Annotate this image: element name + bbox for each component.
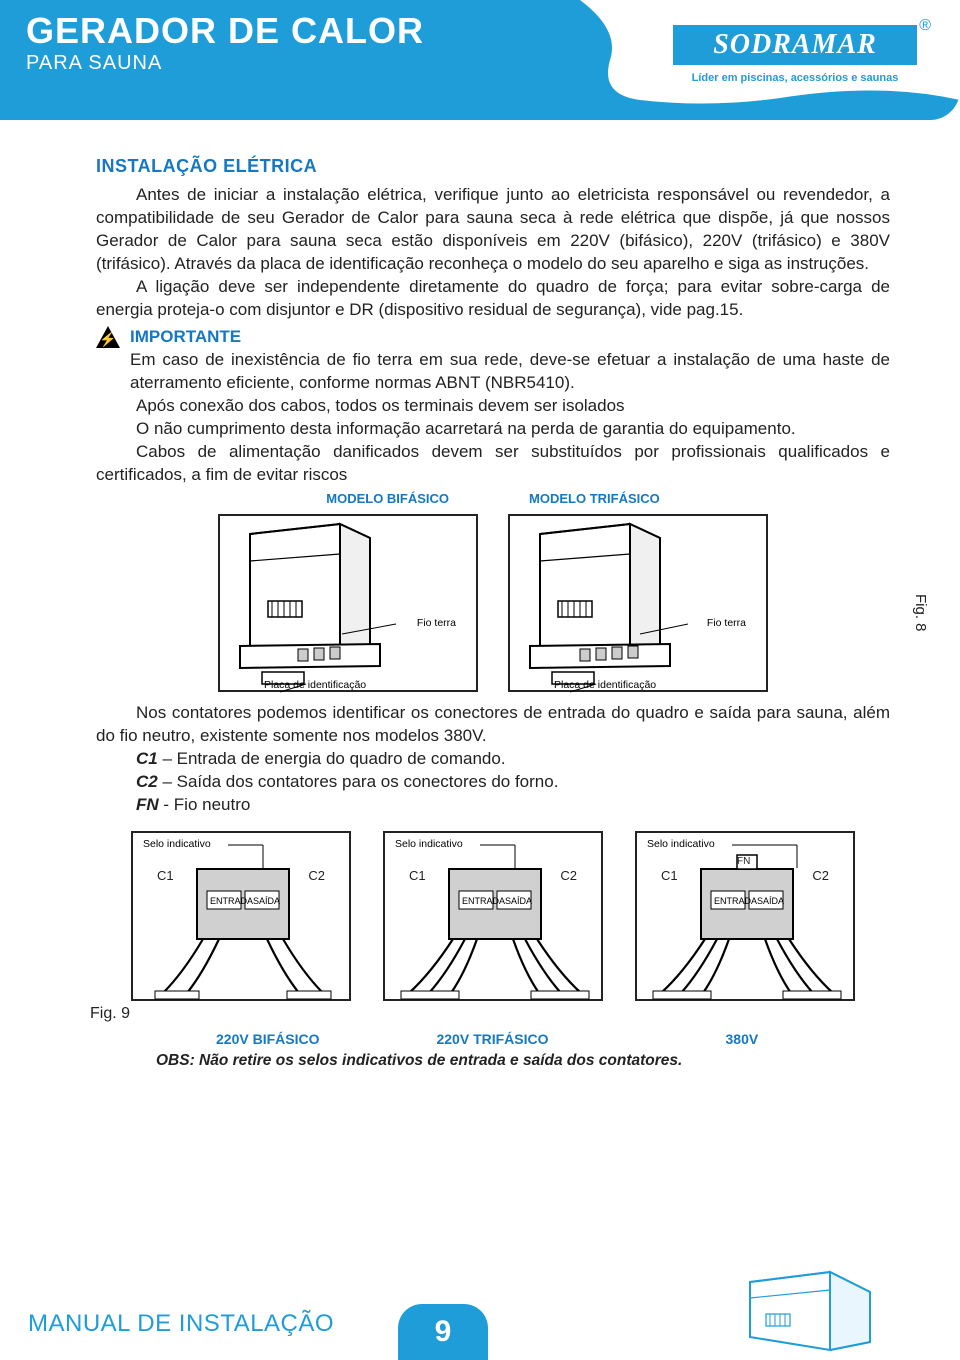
contactor-220-tri: Selo indicativo C1 C2 ENTRADA SAÍDA [383,831,603,1001]
c2-label-2: C2 [560,867,577,885]
line-cables: Cabos de alimentação danificados devem s… [96,441,890,487]
selo-label-2: Selo indicativo [395,837,463,851]
saida-label: SAÍDA [253,895,280,907]
footer-sauna-icon [720,1242,900,1352]
important-body: Em caso de inexistência de fio terra em … [130,350,890,392]
c1-label: C1 [157,867,174,885]
model-tri-label: MODELO TRIFÁSICO [529,490,660,508]
c1-label-3: C1 [661,867,678,885]
device-diagram-trifasico: Fio terra Placa de identificação [508,514,768,692]
entrada-label: ENTRADA [210,895,253,907]
brand-tagline: Líder em piscinas, acessórios e saunas [670,72,920,84]
section-title: INSTALAÇÃO ELÉTRICA [96,154,890,178]
brand-logo: SODRAMAR ® [670,22,920,68]
warning-icon: ⚡ [96,326,120,348]
c1-line: C1 – Entrada de energia do quadro de com… [136,748,890,771]
selo-label: Selo indicativo [143,837,211,851]
fn-label: FN [737,855,750,869]
saida-label-2: SAÍDA [505,895,532,907]
important-title: IMPORTANTE [130,327,241,346]
entrada-label-3: ENTRADA [714,895,757,907]
volt-220bi: 220V BIFÁSICO [216,1030,319,1049]
figure-8-row: Fio terra Placa de identificação Fio ter… [96,514,890,692]
entrada-label-2: ENTRADA [462,895,505,907]
device-diagram-bifasico: Fio terra Placa de identificação [218,514,478,692]
c1-label-2: C1 [409,867,426,885]
voltage-row: 220V BIFÁSICO 220V TRIFÁSICO 380V [216,1030,890,1049]
contactor-intro: Nos contatores podemos identificar os co… [96,702,890,748]
registered-icon: ® [919,17,931,35]
contactor-220-bi: Selo indicativo C1 C2 ENTRADA SAÍDA [131,831,351,1001]
contactor-row: Selo indicativo C1 C2 ENTRADA SAÍDA Selo… [96,831,890,1001]
fio-terra-label-2: Fio terra [707,616,746,630]
figure-titles: MODELO BIFÁSICO MODELO TRIFÁSICO [96,490,890,508]
brand-box: SODRAMAR ® Líder em piscinas, acessórios… [670,22,920,84]
c2-label: C2 [308,867,325,885]
placa-id-label-2: Placa de identificação [554,678,656,692]
important-block: ⚡ IMPORTANTE Em caso de inexistência de … [96,326,890,395]
placa-id-label: Placa de identificação [264,678,366,692]
fig9-caption: Fig. 9 [90,1003,890,1025]
line-warranty: O não cumprimento desta informação acarr… [96,418,890,441]
selo-label-3: Selo indicativo [647,837,715,851]
svg-text:⚡: ⚡ [99,331,116,348]
contactor-380: Selo indicativo C1 FN C2 ENTRADA SAÍDA [635,831,855,1001]
model-bi-label: MODELO BIFÁSICO [326,490,449,508]
content-body: INSTALAÇÃO ELÉTRICA Antes de iniciar a i… [0,120,960,1072]
volt-380: 380V [726,1030,759,1049]
page-footer: MANUAL DE INSTALAÇÃO 9 [0,1220,960,1360]
fig8-caption: Fig. 8 [910,594,930,632]
paragraph-2: A ligação deve ser independente diretame… [96,276,890,322]
obs-note: OBS: Não retire os selos indicativos de … [156,1051,890,1072]
page-number-tab: 9 [398,1304,488,1360]
saida-label-3: SAÍDA [757,895,784,907]
page-header: GERADOR DE CALOR PARA SAUNA SODRAMAR ® L… [0,0,960,120]
header-title: GERADOR DE CALOR [26,10,424,52]
c2-line: C2 – Saída dos contatores para os conect… [136,771,890,794]
brand-text: SODRAMAR [713,29,877,60]
paragraph-1: Antes de iniciar a instalação elétrica, … [96,184,890,276]
footer-title: MANUAL DE INSTALAÇÃO [28,1310,334,1338]
volt-220tri: 220V TRIFÁSICO [436,1030,548,1049]
fio-terra-label: Fio terra [417,616,456,630]
fn-line: FN - Fio neutro [136,794,890,817]
line-isolate: Após conexão dos cabos, todos os termina… [96,395,890,418]
header-subtitle: PARA SAUNA [26,52,162,75]
c2-label-3: C2 [812,867,829,885]
